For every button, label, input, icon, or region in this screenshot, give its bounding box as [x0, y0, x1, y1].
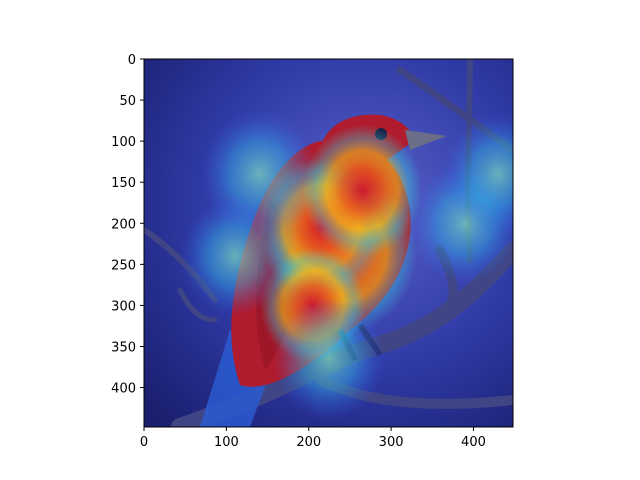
y-tick-label: 150 — [111, 176, 136, 191]
heatmap-hotspot — [273, 297, 385, 420]
bird-beak — [405, 130, 447, 150]
y-tick-label: 200 — [111, 217, 136, 232]
y-tick-label: 50 — [119, 94, 136, 109]
heatmap-hotspot — [302, 124, 423, 257]
x-tick-label: 100 — [214, 435, 239, 450]
y-tick-label: 300 — [111, 299, 136, 314]
heatmap-hotspot — [180, 196, 289, 316]
heatmap-overlay — [180, 109, 513, 420]
x-tick-label: 300 — [379, 435, 404, 450]
axes-frame — [143, 58, 514, 428]
y-tick-label: 350 — [111, 341, 136, 356]
y-tick-label: 400 — [111, 382, 136, 397]
x-tick-label: 0 — [140, 435, 148, 450]
plot-image — [144, 59, 513, 427]
x-tick-label: 200 — [296, 435, 321, 450]
x-axis: 0 100 200 300 400 — [140, 427, 486, 450]
y-axis: 0 50 100 150 200 250 300 350 400 — [111, 53, 144, 397]
y-tick-label: 0 — [128, 53, 136, 68]
x-tick-label: 400 — [461, 435, 486, 450]
heatmap-hotspot — [442, 112, 513, 236]
y-tick-label: 100 — [111, 135, 136, 150]
y-tick-label: 250 — [111, 258, 136, 273]
